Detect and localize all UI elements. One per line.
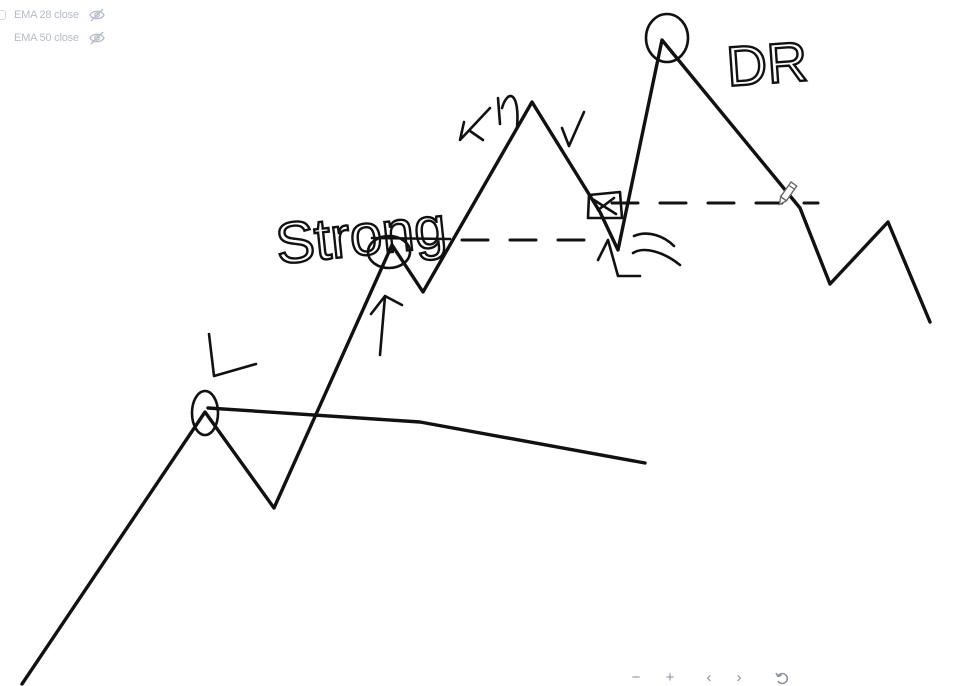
arrow-down-left-1 <box>207 332 258 378</box>
zoom-in-button[interactable]: + <box>665 669 675 686</box>
scroll-right-button[interactable]: › <box>736 669 742 686</box>
legend-collapse-tab[interactable] <box>0 9 6 20</box>
chart-navigation-toolbar: − + ‹ › <box>625 669 791 686</box>
arrow-up-1 <box>369 294 404 357</box>
arrow-curl-up <box>596 238 642 278</box>
arrow-down-2 <box>560 110 586 148</box>
reset-icon <box>775 672 789 684</box>
swing-high-circle-top <box>644 12 690 64</box>
swing-high-circle-strong <box>366 234 412 270</box>
annotation-dr: DR <box>724 29 809 97</box>
swing-high-circle-1 <box>190 389 220 437</box>
legend-label-ema50: EMA 50 close <box>14 31 79 44</box>
legend-row-ema28[interactable]: EMA 28 close <box>0 3 105 26</box>
zoom-out-button[interactable]: − <box>631 669 641 686</box>
legend-spacer <box>0 33 6 43</box>
legend-label-ema28: EMA 28 close <box>14 8 79 21</box>
support-line <box>206 406 647 465</box>
arrow-curve-right <box>631 232 682 267</box>
eye-off-icon[interactable] <box>89 8 105 22</box>
legend-row-ema50[interactable]: EMA 50 close <box>0 26 105 49</box>
break-marker-box <box>586 190 624 220</box>
scribble-kn <box>458 94 519 142</box>
indicator-legend: EMA 28 close EMA 50 close <box>0 3 105 49</box>
strong-level-solid <box>370 236 452 241</box>
reset-chart-button[interactable] <box>773 671 791 685</box>
annotation-strong: Strong <box>273 194 450 277</box>
pencil-cursor-icon <box>778 181 798 206</box>
eye-off-icon[interactable] <box>89 31 105 45</box>
price-path-main <box>20 38 932 686</box>
scroll-left-button[interactable]: ‹ <box>706 669 712 686</box>
